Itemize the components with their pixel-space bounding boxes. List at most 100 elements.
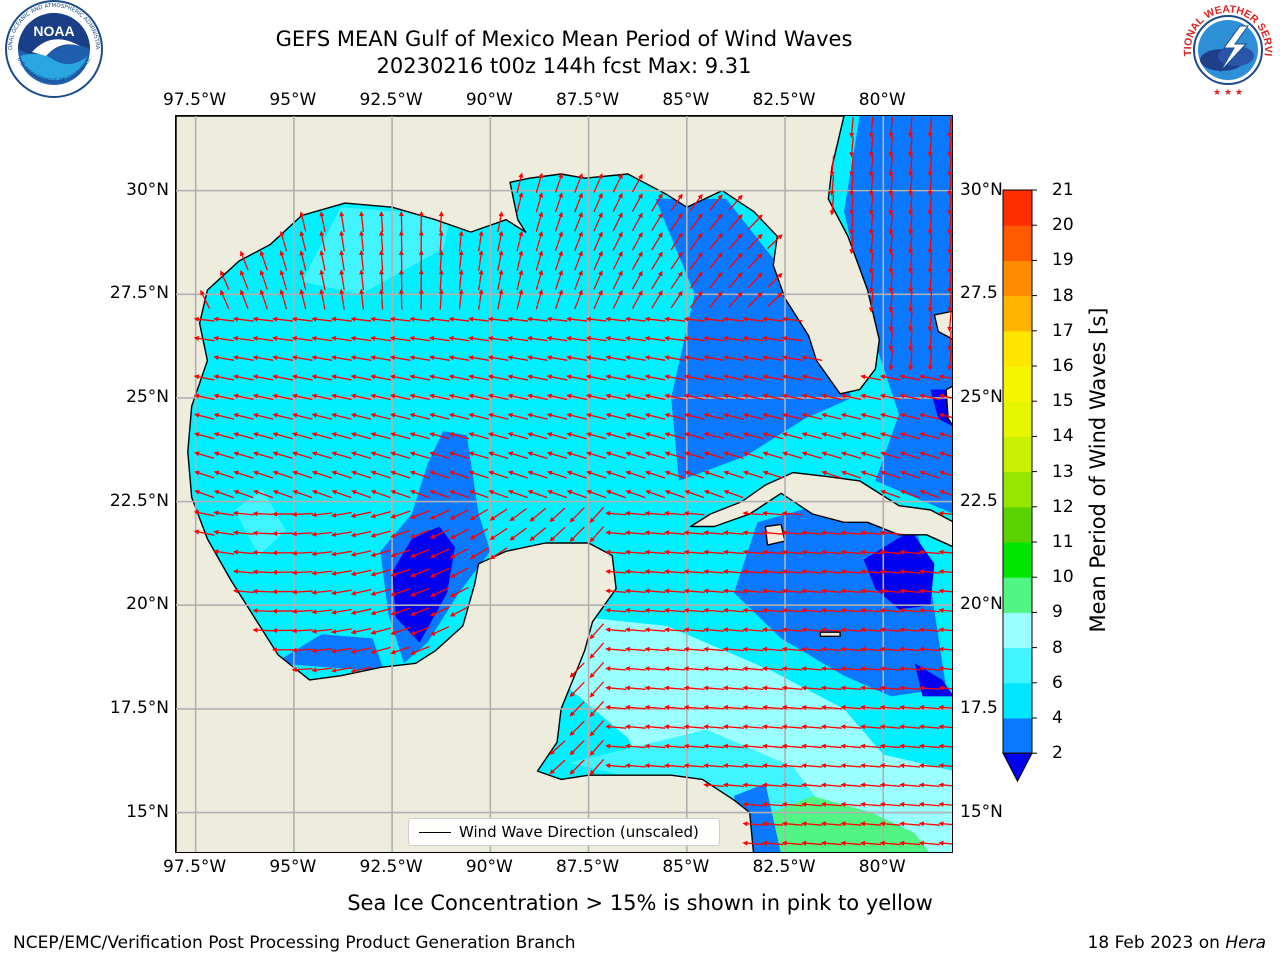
- wave-direction-arrow: [868, 213, 874, 235]
- wave-direction-arrow: [762, 840, 784, 846]
- wave-direction-arrow: [703, 489, 724, 499]
- wave-direction-arrow: [554, 172, 563, 193]
- wave-direction-arrow: [379, 230, 384, 252]
- wave-direction-arrow: [605, 316, 627, 322]
- wave-direction-arrow: [927, 310, 933, 332]
- wave-direction-arrow: [409, 432, 431, 440]
- wave-direction-arrow: [918, 724, 940, 730]
- wave-direction-arrow: [722, 646, 744, 652]
- wave-direction-arrow: [742, 821, 764, 827]
- wave-direction-arrow: [339, 269, 345, 291]
- colorbar-tick-label: 19: [1052, 250, 1074, 271]
- wave-direction-arrow: [918, 607, 940, 613]
- wave-direction-arrow: [468, 451, 489, 460]
- wave-direction-arrow: [429, 567, 450, 578]
- wave-direction-arrow: [605, 724, 627, 730]
- wave-direction-arrow: [233, 355, 254, 361]
- wave-direction-arrow: [429, 470, 450, 479]
- wave-direction-arrow: [860, 666, 882, 672]
- wave-direction-arrow: [311, 628, 333, 634]
- wave-direction-arrow: [651, 232, 663, 251]
- wind-wave-direction-arrows: [193, 116, 952, 846]
- wave-direction-arrow: [781, 724, 803, 730]
- wave-direction-arrow: [535, 269, 544, 291]
- wave-direction-arrow: [589, 681, 605, 698]
- wave-direction-arrow: [193, 529, 215, 536]
- wave-direction-arrow: [252, 412, 274, 420]
- wave-direction-arrow: [689, 232, 703, 251]
- wave-direction-arrow: [683, 646, 705, 652]
- wave-direction-arrow: [477, 269, 484, 291]
- wave-direction-arrow: [370, 588, 391, 596]
- wave-direction-arrow: [868, 291, 874, 313]
- colorbar-segment: [1003, 330, 1032, 367]
- wave-direction-arrow: [527, 393, 548, 401]
- colorbar-segment: [1003, 401, 1032, 437]
- wave-direction-arrow: [252, 530, 274, 536]
- wave-direction-arrow: [868, 175, 874, 197]
- longitude-label: 85°W: [662, 857, 710, 877]
- wave-direction-arrow: [684, 470, 705, 479]
- wave-direction-arrow: [723, 489, 744, 499]
- wave-direction-arrow: [947, 175, 952, 197]
- wave-direction-arrow: [311, 470, 332, 479]
- wave-direction-arrow: [927, 272, 933, 294]
- wave-direction-arrow: [947, 233, 952, 255]
- wave-direction-arrow: [390, 432, 411, 440]
- wave-direction-arrow: [311, 316, 333, 322]
- longitude-label: 87.5°W: [555, 857, 620, 877]
- wave-direction-arrow: [840, 393, 862, 401]
- wave-direction-arrow: [703, 724, 725, 730]
- wave-direction-arrow: [624, 316, 646, 322]
- wave-direction-arrow: [820, 685, 842, 691]
- wave-direction-arrow: [781, 588, 803, 594]
- wave-direction-arrow: [448, 355, 470, 361]
- wave-direction-arrow: [840, 724, 862, 730]
- wave-direction-arrow: [331, 432, 352, 440]
- wave-direction-arrow: [683, 335, 705, 342]
- colorbar-tick-label: 14: [1052, 426, 1074, 447]
- wave-direction-arrow: [350, 355, 372, 361]
- wave-direction-arrow: [311, 570, 333, 576]
- wave-direction-arrow: [291, 667, 313, 673]
- wave-direction-arrow: [605, 374, 627, 381]
- wave-direction-arrow: [292, 489, 313, 499]
- wave-direction-arrow: [918, 782, 940, 788]
- wave-direction-arrow: [888, 272, 894, 294]
- wave-direction-arrow: [899, 840, 921, 846]
- wave-direction-arrow: [497, 288, 504, 310]
- wave-direction-arrow: [624, 763, 646, 769]
- wave-direction-arrow: [947, 310, 952, 332]
- wave-direction-arrow: [840, 763, 862, 769]
- wave-direction-arrow: [331, 412, 352, 420]
- wave-direction-arrow: [709, 291, 723, 309]
- wave-direction-arrow: [507, 489, 528, 499]
- colorbar-tick-label: 15: [1052, 391, 1074, 412]
- latitude-label: 17.5°N: [109, 697, 169, 718]
- wave-direction-arrow: [586, 470, 607, 479]
- wave-direction-arrow: [938, 666, 952, 672]
- wave-direction-arrow: [535, 172, 544, 194]
- wave-direction-arrow: [664, 743, 686, 749]
- wave-direction-arrow: [625, 374, 646, 381]
- wave-direction-arrow: [418, 230, 424, 252]
- wave-direction-arrow: [477, 288, 484, 310]
- wave-direction-arrow: [840, 685, 862, 691]
- wave-direction-arrow: [899, 801, 921, 807]
- wave-direction-arrow: [379, 211, 384, 233]
- wave-direction-arrow: [429, 548, 450, 558]
- wave-direction-arrow: [585, 316, 607, 322]
- wave-direction-arrow: [566, 374, 587, 381]
- wave-direction-arrow: [879, 666, 901, 672]
- wave-direction-arrow: [585, 374, 607, 381]
- wave-direction-arrow: [664, 666, 686, 672]
- wave-direction-arrow: [728, 291, 743, 308]
- wave-direction-arrow: [722, 316, 744, 322]
- wave-direction-arrow: [379, 288, 384, 310]
- wave-direction-arrow: [860, 763, 882, 769]
- svg-text:★ ★ ★: ★ ★ ★: [1213, 88, 1243, 98]
- wave-direction-arrow: [762, 412, 783, 420]
- wave-direction-arrow: [947, 213, 952, 235]
- wave-direction-arrow: [593, 270, 603, 290]
- wave-direction-arrow: [938, 743, 952, 749]
